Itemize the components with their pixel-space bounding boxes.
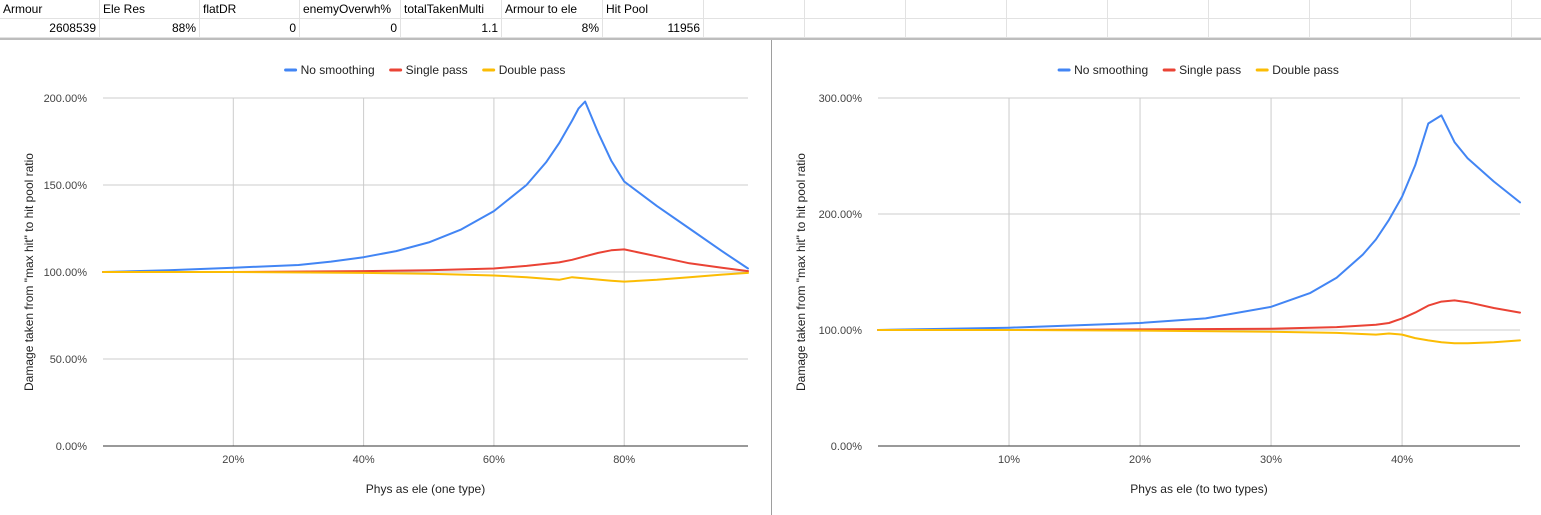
y-tick-label: 200.00% xyxy=(44,93,88,105)
empty-cell[interactable] xyxy=(906,19,1007,38)
x-tick-label: 80% xyxy=(613,454,635,466)
x-axis-label: Phys as ele (one type) xyxy=(366,482,485,496)
y-tick-label: 50.00% xyxy=(50,354,88,366)
y-tick-label: 200.00% xyxy=(819,209,863,221)
empty-cell[interactable] xyxy=(805,0,906,19)
value-cell[interactable]: 11956 xyxy=(603,19,704,38)
header-cell[interactable]: enemyOverwh% xyxy=(300,0,401,19)
value-cell[interactable]: 2608539 xyxy=(0,19,100,38)
legend-item[interactable]: Single pass xyxy=(389,63,468,77)
empty-cell[interactable] xyxy=(1512,19,1541,38)
empty-cell[interactable] xyxy=(1209,19,1310,38)
header-cell[interactable]: Hit Pool xyxy=(603,0,704,19)
x-axis-label: Phys as ele (to two types) xyxy=(1130,482,1267,496)
empty-cell[interactable] xyxy=(704,0,805,19)
empty-cell[interactable] xyxy=(906,0,1007,19)
legend: No smoothing Single pass Double pass xyxy=(1057,63,1339,77)
legend-label: No smoothing xyxy=(1074,63,1148,77)
value-cell[interactable]: 88% xyxy=(100,19,200,38)
value-cell[interactable]: 8% xyxy=(502,19,603,38)
x-tick-label: 40% xyxy=(353,454,375,466)
empty-cell[interactable] xyxy=(1411,0,1512,19)
frozen-row-border xyxy=(0,38,1541,40)
x-tick-label: 10% xyxy=(998,454,1020,466)
series-line[interactable] xyxy=(877,299,1521,331)
series-line[interactable] xyxy=(102,100,749,273)
header-row: Armour Ele Res flatDR enemyOverwh% totalTake… xyxy=(0,0,1541,19)
empty-cell[interactable] xyxy=(1108,19,1209,38)
legend-item[interactable]: Double pass xyxy=(482,63,566,77)
empty-cell[interactable] xyxy=(1108,0,1209,19)
empty-cell[interactable] xyxy=(1007,0,1108,19)
legend-label: Single pass xyxy=(1179,63,1241,77)
x-tick-label: 60% xyxy=(483,454,505,466)
series-line[interactable] xyxy=(877,114,1521,331)
x-tick-label: 20% xyxy=(222,454,244,466)
header-cell[interactable]: Armour xyxy=(0,0,100,19)
value-row: 2608539 88% 0 0 1.1 8% 11956 xyxy=(0,19,1541,38)
chart-two-types[interactable]: 0.00% 100.00% 200.00% 300.00% 10% 20% 30% 40% Ph… xyxy=(772,40,1541,515)
empty-cell[interactable] xyxy=(1310,0,1411,19)
y-tick-label: 100.00% xyxy=(44,267,88,279)
spreadsheet-grid: Armour Ele Res flatDR enemyOverwh% totalTake… xyxy=(0,0,1541,40)
legend: No smoothing Single pass Double pass xyxy=(284,63,566,77)
legend-item[interactable]: No smoothing xyxy=(1057,63,1148,77)
empty-cell[interactable] xyxy=(1209,0,1310,19)
header-cell[interactable]: totalTakenMulti xyxy=(401,0,502,19)
empty-cell[interactable] xyxy=(1310,19,1411,38)
header-cell[interactable]: Ele Res xyxy=(100,0,200,19)
legend-label: Single pass xyxy=(406,63,468,77)
series-line[interactable] xyxy=(102,271,749,283)
legend-item[interactable]: Single pass xyxy=(1162,63,1241,77)
legend-item[interactable]: Double pass xyxy=(1255,63,1339,77)
legend-label: Double pass xyxy=(1272,63,1339,77)
legend-item[interactable]: No smoothing xyxy=(284,63,375,77)
y-tick-label: 150.00% xyxy=(44,180,88,192)
chart-one-type[interactable]: 0.00% 50.00% 100.00% 150.00% 200.00% 20% 40% 60… xyxy=(0,40,771,515)
empty-cell[interactable] xyxy=(1512,0,1541,19)
y-axis-label: Damage taken from "max hit" to hit pool … xyxy=(794,153,808,391)
series-line[interactable] xyxy=(877,329,1521,345)
value-cell[interactable]: 1.1 xyxy=(401,19,502,38)
header-cell[interactable]: flatDR xyxy=(200,0,300,19)
empty-cell[interactable] xyxy=(1411,19,1512,38)
header-cell[interactable]: Armour to ele xyxy=(502,0,603,19)
legend-label: Double pass xyxy=(499,63,566,77)
x-tick-label: 30% xyxy=(1260,454,1282,466)
y-tick-label: 300.00% xyxy=(819,93,863,105)
y-tick-label: 100.00% xyxy=(819,325,863,337)
y-tick-label: 0.00% xyxy=(831,441,862,453)
y-axis-label: Damage taken from "max hit" to hit pool … xyxy=(22,153,36,391)
legend-label: No smoothing xyxy=(301,63,375,77)
value-cell[interactable]: 0 xyxy=(300,19,401,38)
x-tick-label: 40% xyxy=(1391,454,1413,466)
empty-cell[interactable] xyxy=(1007,19,1108,38)
series-line[interactable] xyxy=(102,248,749,273)
value-cell[interactable]: 0 xyxy=(200,19,300,38)
y-tick-label: 0.00% xyxy=(56,441,87,453)
empty-cell[interactable] xyxy=(805,19,906,38)
x-tick-label: 20% xyxy=(1129,454,1151,466)
empty-cell[interactable] xyxy=(704,19,805,38)
chart-divider xyxy=(771,40,772,515)
